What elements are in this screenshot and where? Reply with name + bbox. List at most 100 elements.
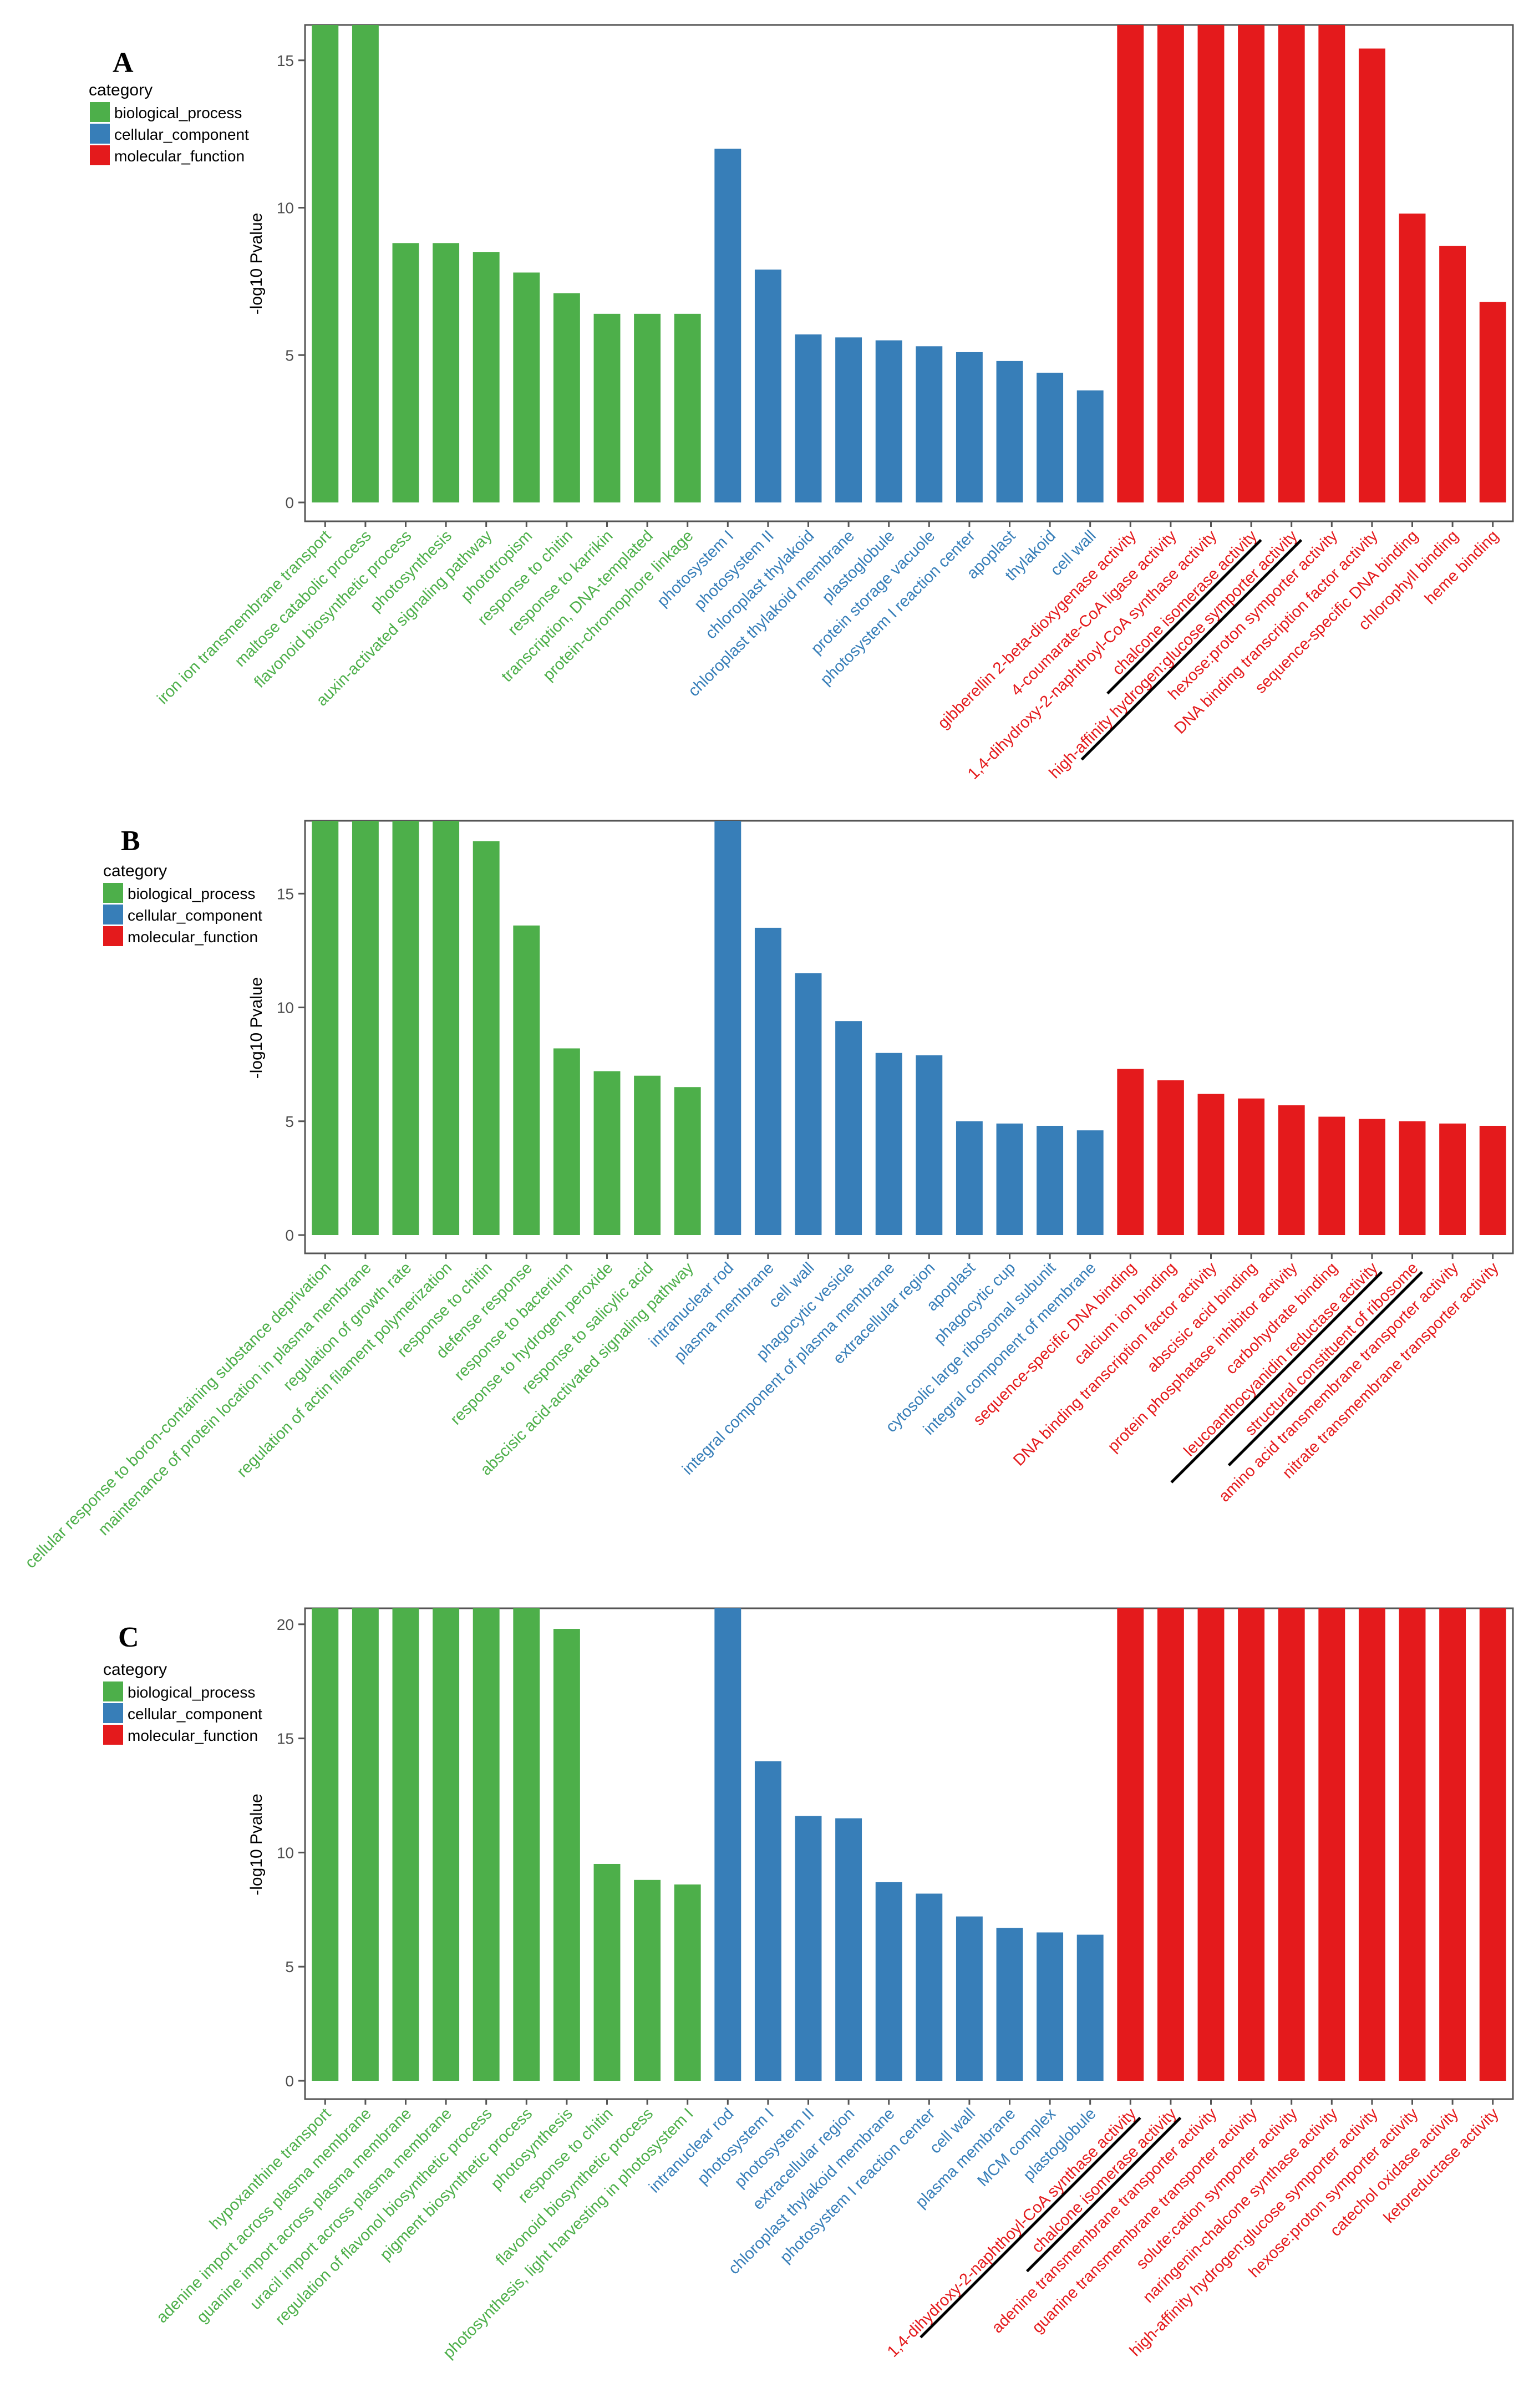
- bar-cellular-response-to-boron-containing-substance-deprivation: [312, 821, 339, 1235]
- bar-response-to-hydrogen-peroxide: [593, 1071, 621, 1235]
- legend-label-biological-process: biological_process: [114, 104, 242, 121]
- y-tick-label: 0: [285, 1227, 294, 1244]
- legend-label-cellular-component: cellular_component: [128, 1705, 262, 1723]
- bar-protein-storage-vacuole: [916, 346, 943, 502]
- bar-regulation-of-actin-filament-polymerization: [433, 821, 460, 1235]
- y-tick-label: 5: [285, 347, 294, 364]
- bar-photosystem-i: [754, 1761, 781, 2081]
- panel-b-letter: B: [121, 825, 140, 857]
- bar-integral-component-of-plasma-membrane: [875, 1053, 902, 1235]
- legend-label-biological-process: biological_process: [128, 1684, 255, 1701]
- bar-amino-acid-transmembrane-transporter-activity: [1439, 1123, 1466, 1235]
- bar-adenine-import-across-plasma-membrane: [352, 1608, 379, 2081]
- bar-hexose-proton-symporter-activity: [1318, 25, 1345, 502]
- bar-phototropism: [513, 272, 540, 502]
- legend-swatch-biological-process: [90, 102, 110, 122]
- y-tick-label: 10: [277, 1844, 294, 1861]
- legend-swatch-biological-process: [103, 1681, 123, 1701]
- legend-title: category: [89, 81, 153, 99]
- bar-flavonoid-biosynthetic-process: [634, 1879, 661, 2081]
- bar-chloroplast-thylakoid-membrane: [835, 337, 862, 502]
- bar-adenine-transmembrane-transporter-activity: [1197, 1608, 1225, 2081]
- label-underline: [920, 2116, 1141, 2339]
- legend: category biological_process cellular_com…: [103, 862, 262, 946]
- bar-abscisic-acid-activated-signaling-pathway: [674, 1087, 701, 1235]
- bar-chalcone-isomerase-activity: [1238, 25, 1265, 502]
- label-underline: [1227, 1271, 1423, 1467]
- legend-label-biological-process: biological_process: [128, 885, 255, 902]
- legend-swatch-cellular-component: [103, 905, 123, 924]
- bar-cell-wall: [956, 1916, 983, 2081]
- bar-guanine-import-across-plasma-membrane: [392, 1608, 419, 2081]
- plot-panel-border: [304, 1607, 1514, 2100]
- bar-phagocytic-cup: [996, 1123, 1023, 1235]
- bar-nitrate-transmembrane-transporter-activity: [1479, 1125, 1506, 1235]
- bar-maintenance-of-protein-location-in-plasma-membrane: [352, 821, 379, 1235]
- bar-thylakoid: [1037, 373, 1064, 502]
- bar-protein-phosphatase-inhibitor-activity: [1278, 1105, 1305, 1235]
- bar-defense-response: [513, 925, 540, 1235]
- bar-structural-constituent-of-ribosome: [1399, 1121, 1426, 1235]
- bar-leucoanthocyanidin-reductase-activity: [1358, 1119, 1385, 1235]
- bar-catechol-oxidase-activity: [1439, 1608, 1466, 2081]
- legend-label-cellular-component: cellular_component: [114, 126, 249, 143]
- bar-iron-ion-transmembrane-transport: [312, 25, 339, 502]
- y-tick-label: 10: [277, 999, 294, 1017]
- y-tick-label: 15: [277, 1730, 294, 1747]
- bar-regulation-of-flavonol-biosynthetic-process: [473, 1608, 500, 2081]
- bar-chloroplast-thylakoid: [795, 334, 822, 502]
- bar-photosystem-i: [714, 149, 741, 502]
- legend-swatch-molecular-function: [90, 145, 110, 165]
- bar-plasma-membrane: [996, 1928, 1023, 2081]
- panel-b-chart: B category biological_process cellular_c…: [22, 820, 1514, 1572]
- bar-protein-chromophore-linkage: [674, 313, 701, 502]
- legend-swatch-biological-process: [103, 883, 123, 903]
- bar-photosynthesis: [433, 243, 460, 502]
- y-tick-label: 5: [285, 1113, 294, 1130]
- bar-photosystem-i-reaction-center: [916, 1893, 943, 2081]
- x-tick-label: iron ion transmembrane transport: [154, 527, 334, 708]
- bar-flavonoid-biosynthetic-process: [392, 243, 419, 502]
- bar-transcription-dna-templated: [634, 313, 661, 502]
- x-tick-label: maintenance of protein location in plasm…: [95, 1259, 375, 1539]
- bar-auxin-activated-signaling-pathway: [473, 252, 500, 502]
- bar-apoplast: [996, 360, 1023, 502]
- bar-chloroplast-thylakoid-membrane: [875, 1882, 902, 2081]
- label-underline: [1170, 1271, 1383, 1484]
- bar-1-4-dihydroxy-2-naphthoyl-coa-synthase-activity: [1197, 25, 1225, 502]
- plot-panel-border: [304, 820, 1514, 1254]
- y-tick-label: 0: [285, 494, 294, 511]
- bar-response-to-salicylic-acid: [634, 1075, 661, 1235]
- bar-integral-component-of-membrane: [1076, 1130, 1104, 1235]
- bar-hypoxanthine-transport: [312, 1608, 339, 2081]
- legend-label-molecular-function: molecular_function: [128, 1727, 258, 1744]
- panel-c-chart: C category biological_process cellular_c…: [103, 1607, 1514, 2362]
- y-tick-label: 15: [277, 885, 294, 902]
- bar-sequence-specific-dna-binding: [1117, 1069, 1144, 1235]
- y-tick-label: 20: [277, 1616, 294, 1633]
- bar-apoplast: [956, 1121, 983, 1235]
- bar-response-to-chitin: [473, 841, 500, 1235]
- bar-chlorophyll-binding: [1439, 246, 1466, 502]
- legend-label-molecular-function: molecular_function: [114, 148, 245, 165]
- legend-title: category: [103, 1660, 167, 1679]
- legend-label-molecular-function: molecular_function: [128, 928, 258, 946]
- panel-a-chart: A category biological_process cellular_c…: [89, 24, 1514, 783]
- bar-high-affinity-hydrogen-glucose-symporter-activity: [1358, 1608, 1385, 2081]
- bar-solute-cation-symporter-activity: [1278, 1608, 1305, 2081]
- bar-photosynthesis-light-harvesting-in-photosystem-i: [674, 1884, 701, 2081]
- legend-swatch-cellular-component: [103, 1703, 123, 1723]
- legend-swatch-molecular-function: [103, 926, 123, 946]
- x-tick-label: flavonoid biosynthetic process: [251, 527, 415, 691]
- bar-dna-binding-transcription-factor-activity: [1197, 1094, 1225, 1235]
- bar-plastoglobule: [875, 340, 902, 502]
- bar-intranuclear-rod: [714, 821, 741, 1235]
- bar-mcm-complex: [1037, 1932, 1064, 2081]
- y-axis-label: -log10 Pvalue: [247, 977, 266, 1079]
- bar-response-to-chitin: [553, 293, 580, 502]
- bar-cell-wall: [795, 973, 822, 1235]
- bar-carbohydrate-binding: [1318, 1116, 1345, 1235]
- bar-photosystem-ii: [754, 270, 781, 502]
- bar-cytosolic-large-ribosomal-subunit: [1037, 1125, 1064, 1235]
- label-underline: [1080, 539, 1303, 761]
